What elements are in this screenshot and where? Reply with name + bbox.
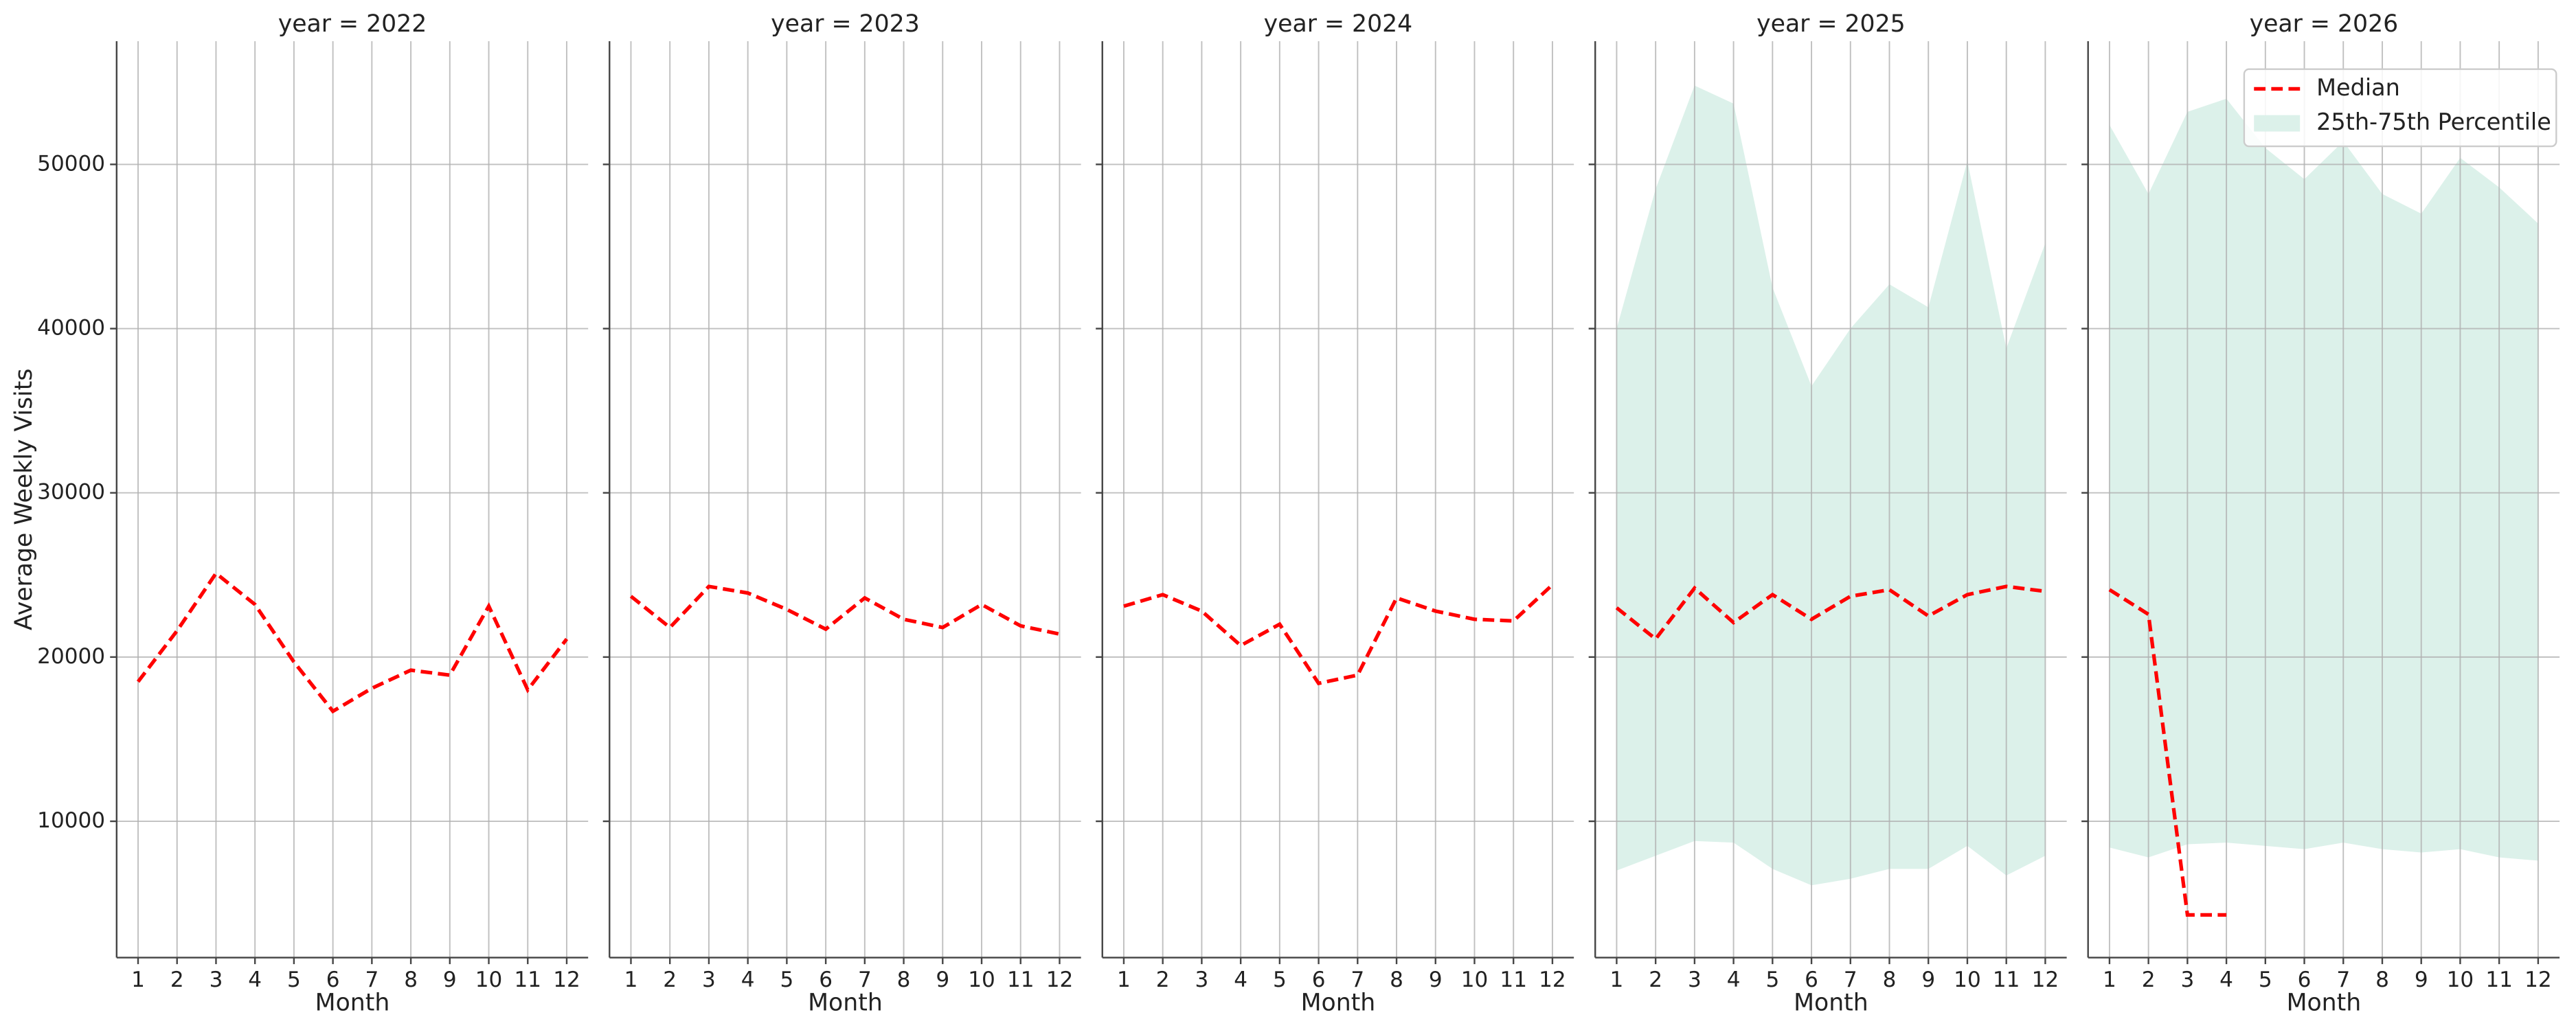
x-tick-label: 10 [2447,968,2474,992]
x-tick-label: 8 [897,968,911,992]
x-tick-label: 7 [365,968,379,992]
x-tick-label: 9 [2415,968,2428,992]
x-tick-label: 12 [2524,968,2552,992]
legend-label: Median [2316,74,2400,101]
x-tick-label: 11 [1993,968,2020,992]
x-tick-label: 3 [2180,968,2194,992]
x-tick-label: 11 [2485,968,2513,992]
x-tick-label: 1 [624,968,638,992]
median-line [136,571,569,714]
y-tick-label: 20000 [37,644,105,669]
x-tick-label: 2 [1649,968,1662,992]
x-tick-label: 11 [1500,968,1527,992]
y-tick-label: 30000 [37,480,105,505]
x-tick-label: 2 [1156,968,1170,992]
legend-swatch [2254,115,2301,132]
y-tick-label: 10000 [37,808,105,833]
x-tick-label: 11 [514,968,541,992]
x-tick-label: 9 [1921,968,1935,992]
panel-title: year = 2024 [1264,10,1413,38]
x-tick-label: 12 [1046,968,1074,992]
median-line [1615,584,2046,642]
x-tick-label: 8 [1390,968,1403,992]
x-tick-label: 2 [2142,968,2156,992]
x-tick-label: 5 [2259,968,2272,992]
x-tick-label: 4 [248,968,262,992]
panel-title: year = 2026 [2250,10,2399,38]
x-tick-label: 12 [2032,968,2059,992]
x-tick-label: 3 [1688,968,1702,992]
percentile-band [1616,85,2046,886]
x-tick-label: 10 [1461,968,1489,992]
x-tick-label: 6 [1312,968,1326,992]
x-tick-label: 7 [2336,968,2350,992]
x-tick-label: 9 [936,968,949,992]
x-tick-label: 9 [443,968,457,992]
median-line [1123,583,1554,686]
x-axis-label: Month [1301,989,1376,1016]
x-tick-label: 5 [780,968,793,992]
x-tick-label: 5 [1765,968,1779,992]
x-tick-label: 4 [741,968,755,992]
x-tick-label: 5 [287,968,301,992]
x-tick-label: 1 [1117,968,1131,992]
x-tick-label: 2 [170,968,184,992]
x-tick-label: 6 [1805,968,1818,992]
x-tick-label: 9 [1429,968,1443,992]
y-axis-label: Average Weekly Visits [10,369,38,630]
x-tick-label: 12 [1539,968,1566,992]
x-tick-label: 1 [131,968,145,992]
x-tick-label: 10 [475,968,503,992]
x-tick-label: 11 [1007,968,1035,992]
x-tick-label: 4 [1727,968,1741,992]
x-tick-label: 8 [1883,968,1897,992]
median-line [629,584,1061,636]
x-axis-label: Month [2287,989,2362,1016]
x-tick-label: 1 [2103,968,2116,992]
y-tick-label: 40000 [37,316,105,341]
x-tick-label: 7 [1844,968,1857,992]
x-tick-label: 3 [1195,968,1209,992]
percentile-band [2109,98,2538,861]
x-tick-label: 2 [663,968,677,992]
x-tick-label: 6 [326,968,340,992]
median-line [2108,588,2227,917]
x-tick-label: 1 [1610,968,1624,992]
panel-title: year = 2023 [771,10,920,38]
x-axis-label: Month [315,989,390,1016]
x-tick-label: 7 [858,968,872,992]
x-tick-label: 8 [404,968,418,992]
y-tick-label: 50000 [37,151,105,176]
panel-title: year = 2022 [278,10,427,38]
legend: Median 25th-75th Percentile [2243,68,2557,148]
x-tick-label: 12 [553,968,580,992]
x-tick-label: 5 [1273,968,1287,992]
x-tick-label: 7 [1351,968,1364,992]
x-axis-label: Month [1794,989,1868,1016]
legend-label: 25th-75th Percentile [2316,108,2551,135]
legend-box [2243,68,2557,148]
x-tick-label: 6 [819,968,833,992]
x-tick-label: 4 [2219,968,2233,992]
x-tick-label: 4 [1234,968,1247,992]
x-tick-label: 6 [2298,968,2312,992]
x-tick-label: 3 [702,968,716,992]
panel-title: year = 2025 [1756,10,1906,38]
x-tick-label: 10 [968,968,995,992]
x-tick-label: 3 [210,968,223,992]
x-tick-label: 10 [1954,968,1981,992]
x-axis-label: Month [808,989,883,1016]
x-tick-label: 8 [2375,968,2389,992]
